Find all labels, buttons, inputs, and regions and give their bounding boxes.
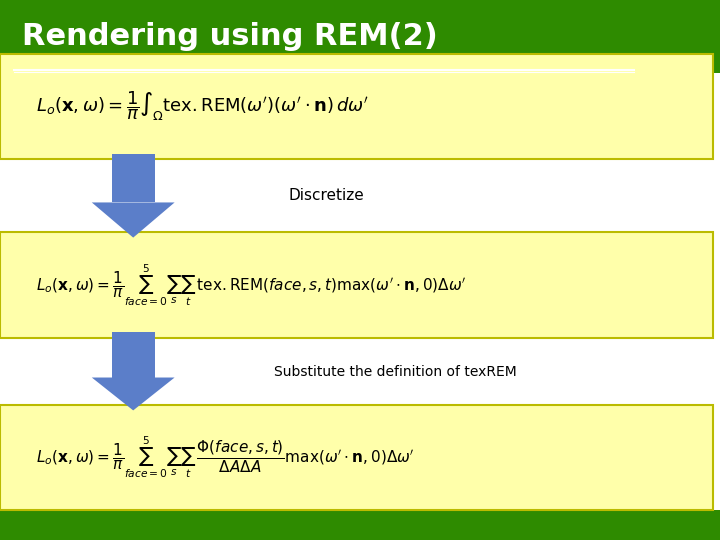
FancyBboxPatch shape [0, 510, 720, 540]
Text: $L_o(\mathbf{x},\omega) = \dfrac{1}{\pi}\int_{\Omega} \mathrm{tex.REM}(\omega')(: $L_o(\mathbf{x},\omega) = \dfrac{1}{\pi}… [36, 90, 369, 124]
Text: $L_o(\mathbf{x},\omega) = \dfrac{1}{\pi}\sum_{face=0}^{5}\sum_{s}\sum_{t}\,\dfra: $L_o(\mathbf{x},\omega) = \dfrac{1}{\pi}… [36, 435, 415, 481]
Polygon shape [112, 332, 155, 377]
FancyBboxPatch shape [0, 0, 720, 73]
FancyBboxPatch shape [0, 232, 713, 338]
Polygon shape [112, 154, 155, 202]
Text: Rendering using REM(2): Rendering using REM(2) [22, 22, 437, 51]
FancyBboxPatch shape [0, 54, 713, 159]
Text: Substitute the definition of texREM: Substitute the definition of texREM [274, 364, 516, 379]
Text: $L_o(\mathbf{x},\omega) = \dfrac{1}{\pi}\sum_{face=0}^{5}\sum_{s}\sum_{t}\,\math: $L_o(\mathbf{x},\omega) = \dfrac{1}{\pi}… [36, 262, 467, 308]
Polygon shape [92, 202, 174, 238]
Text: Discretize: Discretize [288, 188, 364, 203]
FancyBboxPatch shape [0, 405, 713, 510]
Polygon shape [92, 377, 174, 410]
